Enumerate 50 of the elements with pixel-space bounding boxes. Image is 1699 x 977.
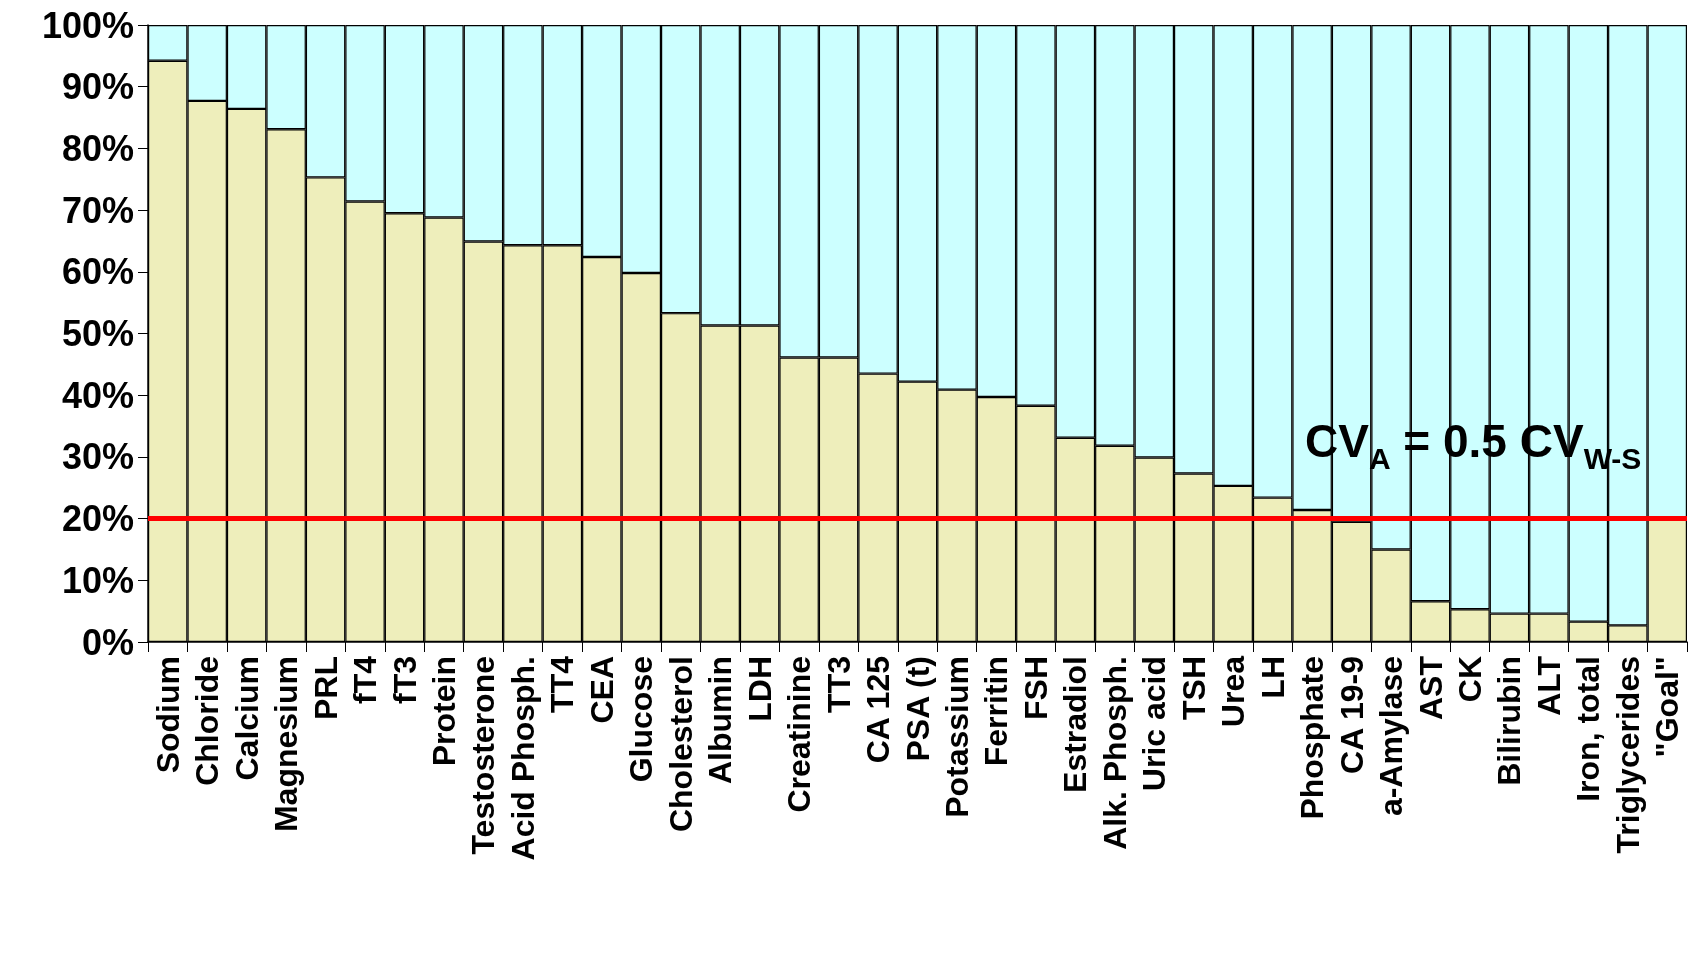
x-tick-label: Bilirubin xyxy=(1491,656,1528,786)
x-tick-label: Glucose xyxy=(623,656,660,783)
x-tick-label: fT3 xyxy=(386,656,423,704)
x-tick-label: Alk. Phosph. xyxy=(1096,656,1133,850)
y-tick-label: 30% xyxy=(61,436,134,478)
x-tick-label: TT4 xyxy=(544,655,581,713)
x-tick-label: PRL xyxy=(307,656,344,720)
x-tick-label: Magnesium xyxy=(268,656,305,833)
x-tick-label: CEA xyxy=(583,656,620,724)
x-tick-label: FSH xyxy=(1017,656,1054,720)
y-tick-label: 40% xyxy=(61,374,134,416)
x-tick-label: Ferritin xyxy=(978,656,1015,767)
x-tick-label: Acid Phosph. xyxy=(504,656,541,861)
y-tick-label: 10% xyxy=(61,559,134,601)
x-tick-label: Estradiol xyxy=(1057,656,1094,793)
x-tick-label: Uric acid xyxy=(1136,656,1173,792)
y-tick-label: 50% xyxy=(61,313,134,354)
x-tick-label: Iron, total xyxy=(1570,656,1607,802)
x-tick-label: Potassium xyxy=(938,656,975,818)
x-tick-label: LH xyxy=(1254,656,1291,699)
y-tick-label: 90% xyxy=(61,66,134,108)
x-tick-label: AST xyxy=(1412,655,1449,720)
x-tick-label: fT4 xyxy=(347,655,384,704)
y-tick-label: 80% xyxy=(61,127,134,169)
y-tick-label: 20% xyxy=(61,498,134,540)
x-tick-label: LDH xyxy=(741,656,778,722)
x-tick-label: CA 19-9 xyxy=(1333,656,1370,774)
x-tick-label: TSH xyxy=(1175,656,1212,720)
y-tick-label: 70% xyxy=(61,189,134,231)
x-tick-label: Urea xyxy=(1215,655,1252,728)
y-tick-label: 100% xyxy=(41,4,134,46)
x-tick-label: Cholesterol xyxy=(662,656,699,833)
x-tick-label: Testosterone xyxy=(465,656,502,855)
x-tick-label: Albumin xyxy=(702,656,739,784)
x-tick-label: "Goal" xyxy=(1649,656,1686,758)
x-tick-label: Protein xyxy=(425,656,462,767)
x-tick-label: Creatinine xyxy=(781,656,818,813)
x-tick-label: Calcium xyxy=(228,656,265,781)
x-tick-label: CA 125 xyxy=(860,656,897,764)
y-tick-label: 60% xyxy=(61,251,134,293)
x-tick-label: Sodium xyxy=(149,656,186,774)
x-tick-label: a-Amylase xyxy=(1373,656,1410,817)
x-tick-label: CK xyxy=(1451,656,1488,703)
x-tick-label: ALT xyxy=(1530,655,1567,716)
y-tick-label: 0% xyxy=(81,621,134,663)
x-tick-label: Chloride xyxy=(189,656,226,786)
x-tick-label: PSA (t) xyxy=(899,656,936,762)
x-tick-label: Phosphate xyxy=(1294,656,1331,820)
x-tick-label: TT3 xyxy=(820,656,857,713)
x-tick-label: Triglycerides xyxy=(1609,656,1646,854)
